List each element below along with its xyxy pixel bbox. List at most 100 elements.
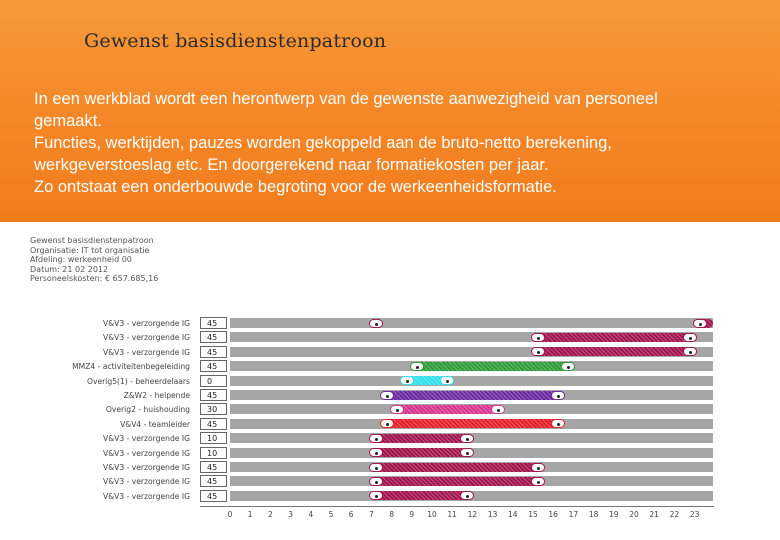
hour-tick-label: 14 bbox=[508, 510, 518, 519]
shift-bar[interactable] bbox=[533, 332, 695, 342]
row-count-field[interactable]: 45 bbox=[200, 461, 227, 473]
hour-tick-label: 15 bbox=[528, 510, 538, 519]
shift-bar[interactable] bbox=[381, 390, 564, 400]
shift-start-handle[interactable] bbox=[531, 347, 545, 357]
body-line: Functies, werktijden, pauzes worden geko… bbox=[34, 134, 612, 152]
meta-organisation: Organisatie: IT tot organisatie bbox=[30, 245, 150, 255]
row-label: Overig2 - huishouding bbox=[105, 405, 190, 415]
row-count-field[interactable]: 45 bbox=[200, 475, 227, 488]
row-label: V&V3 - verzorgende IG bbox=[103, 333, 190, 343]
hour-tick-label: 0 bbox=[227, 510, 233, 519]
shift-start-handle[interactable] bbox=[692, 318, 707, 328]
shift-bar[interactable] bbox=[381, 419, 564, 429]
row-count-field[interactable]: 45 bbox=[200, 331, 227, 344]
meta-date: Datum: 21 02 2012 bbox=[30, 264, 109, 274]
hour-tick-label: 2 bbox=[268, 510, 273, 519]
hour-tick-label: 18 bbox=[588, 510, 599, 519]
body-line: Zo ontstaat een onderbouwde begroting vo… bbox=[34, 178, 557, 196]
row-count-field[interactable]: 45 bbox=[200, 417, 227, 430]
shift-end-handle[interactable] bbox=[682, 332, 697, 342]
hour-tick-label: 22 bbox=[669, 510, 680, 519]
hour-tick-label: 9 bbox=[409, 510, 415, 519]
hour-tick-label: 11 bbox=[447, 510, 457, 519]
shift-bar[interactable] bbox=[411, 361, 574, 371]
hour-tick-label: 20 bbox=[629, 510, 639, 519]
row-count-field[interactable]: 45 bbox=[200, 389, 227, 401]
hour-tick-label: 23 bbox=[689, 510, 700, 519]
shift-bar[interactable] bbox=[371, 462, 544, 472]
shift-bar[interactable] bbox=[371, 491, 473, 501]
row-count-field[interactable]: 0 bbox=[200, 374, 227, 387]
hour-tick-label: 4 bbox=[308, 510, 314, 519]
slide-body: In een werkblad wordt een herontwerp van… bbox=[34, 88, 764, 198]
row-label: Z&W2 - helpende bbox=[123, 391, 190, 400]
shift-start-handle[interactable] bbox=[369, 433, 384, 443]
hour-tick-label: 7 bbox=[369, 510, 374, 519]
hour-tick-label: 10 bbox=[427, 510, 437, 519]
row-count-field[interactable]: 10 bbox=[200, 446, 227, 459]
row-label: V&V3 - verzorgende IG bbox=[103, 477, 190, 487]
meta-costs: Personeelskosten: € 657.685,16 bbox=[30, 274, 159, 284]
row-count-field[interactable]: 45 bbox=[200, 360, 227, 373]
row-label: V&V4 - teamleider bbox=[120, 419, 190, 429]
shift-bar[interactable] bbox=[391, 404, 503, 414]
hour-tick-label: 5 bbox=[328, 510, 334, 519]
shift-end-handle[interactable] bbox=[531, 476, 546, 486]
hour-tick-label: 1 bbox=[247, 510, 253, 519]
shift-end-handle[interactable] bbox=[531, 462, 546, 472]
shift-end-handle[interactable] bbox=[460, 448, 475, 458]
slide-title: Gewenst basisdienstenpatroon bbox=[84, 30, 387, 52]
report-meta: Gewenst basisdienstenpatroon Organisatie… bbox=[30, 236, 158, 284]
row-label: Overig5(1) - beheerdelaars bbox=[87, 376, 190, 386]
hour-tick-label: 21 bbox=[649, 510, 659, 519]
shift-start-handle[interactable] bbox=[369, 476, 384, 486]
row-label: V&V3 - verzorgende IG bbox=[103, 434, 190, 444]
body-line: werkgeverstoeslag etc. En doorgerekend n… bbox=[34, 156, 549, 174]
row-track bbox=[230, 332, 713, 343]
row-count-field[interactable]: 45 bbox=[200, 489, 227, 502]
shift-bar[interactable] bbox=[371, 448, 473, 458]
shift-bar[interactable] bbox=[533, 347, 695, 357]
row-count-field[interactable]: 30 bbox=[200, 403, 227, 416]
shift-start-handle[interactable] bbox=[409, 361, 424, 371]
shift-start-handle[interactable] bbox=[369, 491, 384, 501]
shift-end-handle[interactable] bbox=[440, 376, 455, 386]
row-label: V&V3 - verzorgende IG bbox=[103, 319, 190, 328]
shift-start-handle[interactable] bbox=[379, 419, 394, 429]
row-track bbox=[230, 318, 713, 328]
row-label: V&V3 - verzorgende IG bbox=[103, 491, 190, 501]
shift-start-handle[interactable] bbox=[379, 390, 394, 400]
slide-banner bbox=[0, 0, 780, 222]
hour-tick-label: 17 bbox=[568, 510, 579, 519]
shift-start-handle[interactable] bbox=[369, 462, 384, 472]
shift-end-handle[interactable] bbox=[460, 433, 475, 443]
hour-tick-label: 12 bbox=[467, 510, 478, 519]
shift-end-handle[interactable] bbox=[561, 361, 576, 371]
row-count-field[interactable]: 45 bbox=[200, 345, 227, 358]
shift-start-handle[interactable] bbox=[389, 404, 404, 414]
row-label: V&V3 - verzorgende IG bbox=[103, 448, 190, 458]
hour-tick-label: 19 bbox=[609, 510, 619, 519]
shift-bar[interactable] bbox=[371, 433, 473, 443]
meta-title: Gewenst basisdienstenpatroon bbox=[30, 236, 154, 245]
row-count-field[interactable]: 45 bbox=[200, 317, 227, 329]
row-count-field[interactable]: 10 bbox=[200, 432, 227, 445]
shift-bar[interactable] bbox=[371, 476, 544, 486]
hour-tick-label: 8 bbox=[389, 510, 394, 519]
shift-end-handle[interactable] bbox=[490, 404, 505, 414]
row-label: V&V3 - verzorgende IG bbox=[103, 463, 190, 472]
shift-start-handle[interactable] bbox=[369, 448, 384, 458]
body-line: In een werkblad wordt een herontwerp van… bbox=[34, 90, 658, 108]
shift-start-handle[interactable] bbox=[399, 376, 414, 386]
meta-department: Afdeling: werkeenheid 00 bbox=[30, 255, 132, 265]
shift-end-handle[interactable] bbox=[682, 347, 697, 357]
shift-end-handle[interactable] bbox=[551, 419, 566, 429]
shift-start-handle[interactable] bbox=[531, 332, 545, 342]
hour-tick-label: 6 bbox=[348, 510, 354, 519]
shift-end-handle[interactable] bbox=[551, 390, 566, 400]
shift-end-handle[interactable] bbox=[460, 491, 475, 501]
shift-start-handle[interactable] bbox=[369, 318, 384, 328]
hour-tick-label: 3 bbox=[288, 510, 293, 519]
shift-bar[interactable] bbox=[401, 376, 453, 386]
row-label: MMZ4 - activiteitenbegeleiding bbox=[72, 362, 190, 372]
